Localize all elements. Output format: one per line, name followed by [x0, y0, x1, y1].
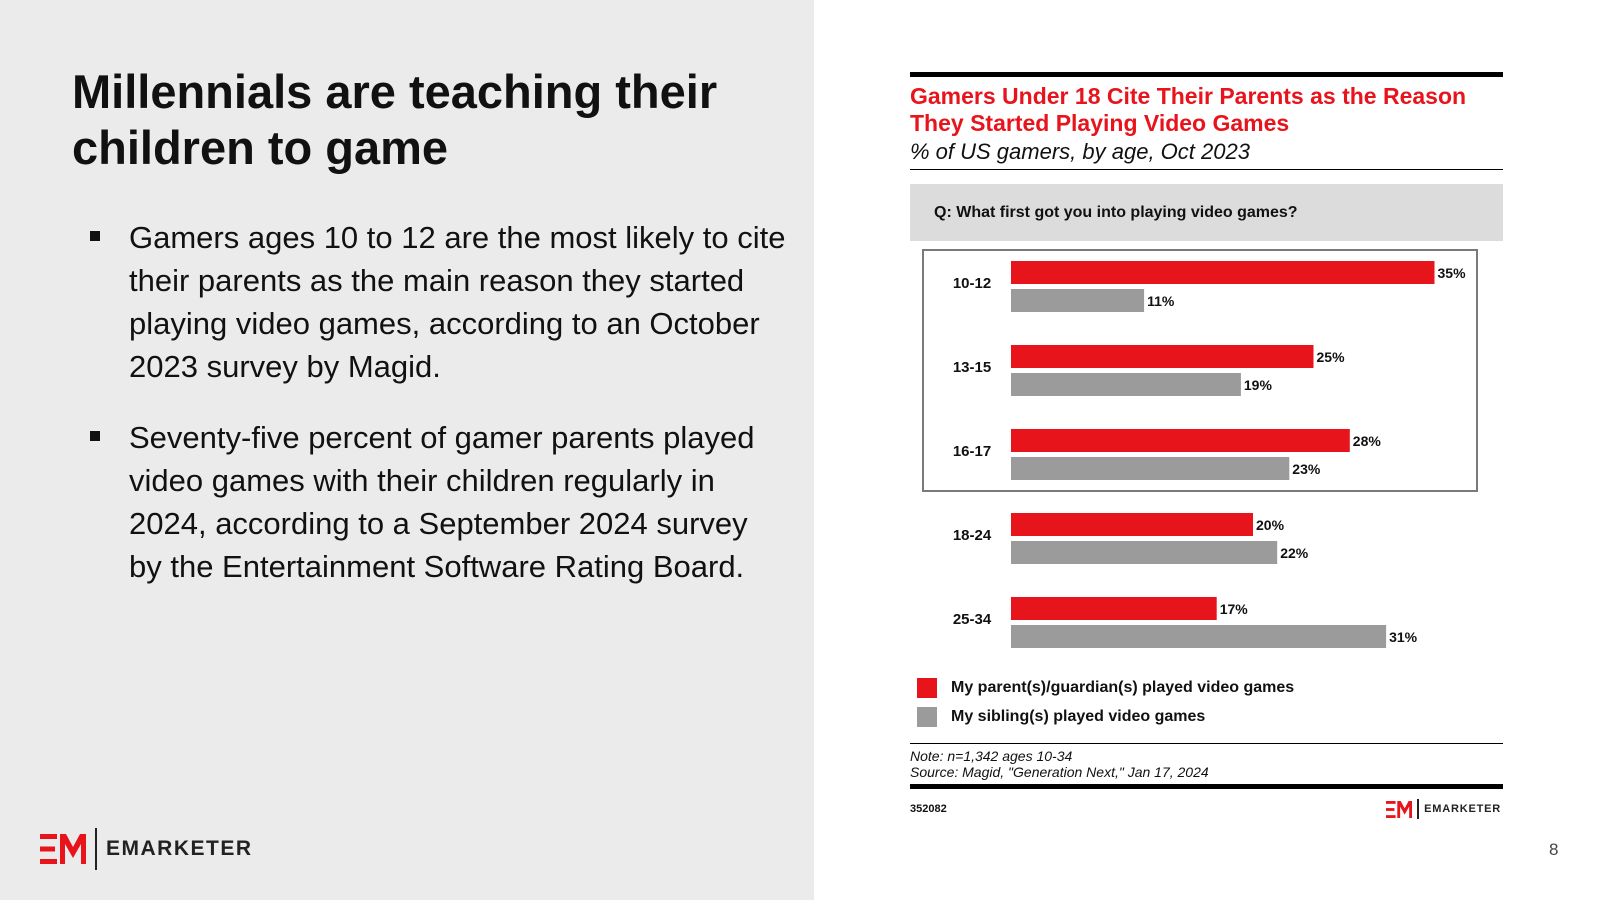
chart-id: 352082 [910, 803, 947, 815]
bar-value-label: 35% [1438, 265, 1467, 281]
bullet-marker [90, 431, 100, 441]
legend-label-parents: My parent(s)/guardian(s) played video ga… [951, 678, 1295, 696]
bar-value-label: 22% [1280, 545, 1309, 561]
bar-siblings [1011, 373, 1241, 396]
bullet-item: Seventy-five percent of gamer parents pl… [88, 416, 788, 588]
bar-siblings [1011, 289, 1145, 312]
bar-value-label: 11% [1147, 293, 1175, 309]
bar-value-label: 20% [1256, 517, 1285, 533]
bar-plot-area: 10-12 35% 11% 13-15 25% 19% 16-17 28% 23% 18-24 20… [910, 241, 1503, 673]
em-logo-mark-icon [1386, 800, 1413, 818]
em-logo-mark-icon [40, 834, 86, 864]
emarketer-logo-small: EMARKETER [1386, 799, 1501, 819]
bar-chart-svg: 10-12 35% 11% 13-15 25% 19% 16-17 28% 23% 18-24 20… [922, 249, 1478, 648]
chart-top-rule [910, 72, 1503, 77]
legend-item-parents: My parent(s)/guardian(s) played video ga… [910, 673, 1503, 702]
chart-legend: My parent(s)/guardian(s) played video ga… [910, 673, 1503, 731]
bar-value-label: 31% [1389, 629, 1418, 645]
bar-value-label: 25% [1317, 349, 1346, 365]
bar-parents [1011, 345, 1314, 368]
legend-swatch-siblings [917, 706, 937, 727]
logo-wordmark: EMARKETER [106, 837, 253, 860]
bullet-text: Seventy-five percent of gamer parents pl… [129, 420, 755, 584]
chart-header-rule [910, 169, 1503, 170]
category-label: 10-12 [953, 275, 991, 292]
bar-siblings [1011, 457, 1290, 480]
logo-divider [95, 828, 97, 870]
logo-wordmark: EMARKETER [1424, 803, 1501, 815]
bar-parents [1011, 597, 1217, 620]
bar-siblings [1011, 541, 1278, 564]
chart-footer: 352082 EMARKETER [910, 789, 1503, 819]
left-panel: Millennials are teaching their children … [0, 0, 814, 900]
bullet-text: Gamers ages 10 to 12 are the most likely… [129, 220, 786, 384]
page-number: 8 [1549, 840, 1559, 859]
legend-swatch-parents [917, 677, 937, 698]
survey-question: Q: What first got you into playing video… [910, 184, 1503, 241]
logo-divider [1417, 799, 1420, 819]
legend-label-siblings: My sibling(s) played video games [951, 707, 1206, 725]
legend-item-siblings: My sibling(s) played video games [910, 702, 1503, 731]
chart-source: Source: Magid, "Generation Next," Jan 17… [910, 764, 1209, 780]
category-label: 18-24 [953, 527, 992, 544]
bar-parents [1011, 513, 1253, 536]
chart-panel: Gamers Under 18 Cite Their Parents as th… [910, 72, 1503, 819]
chart-bottom-rule [910, 784, 1503, 789]
highlight-box [922, 249, 1478, 492]
category-label: 13-15 [953, 359, 991, 376]
chart-footer-rule [910, 743, 1503, 744]
bar-value-label: 28% [1353, 433, 1382, 449]
bar-value-label: 23% [1292, 461, 1321, 477]
bullet-item: Gamers ages 10 to 12 are the most likely… [88, 216, 788, 388]
bar-parents [1011, 261, 1435, 284]
slide-title: Millennials are teaching their children … [72, 65, 718, 174]
bullet-list: Gamers ages 10 to 12 are the most likely… [88, 216, 788, 616]
bar-siblings [1011, 625, 1387, 648]
bar-value-label: 17% [1220, 601, 1249, 617]
bar-parents [1011, 429, 1350, 452]
chart-subtitle: % of US gamers, by age, Oct 2023 [910, 139, 1250, 164]
chart-note: Note: n=1,342 ages 10-34 [910, 748, 1073, 764]
emarketer-logo: EMARKETER [40, 828, 253, 870]
bar-value-label: 19% [1244, 377, 1273, 393]
chart-title: Gamers Under 18 Cite Their Parents as th… [910, 83, 1467, 136]
category-label: 25-34 [953, 611, 992, 628]
bullet-marker [90, 231, 100, 241]
category-label: 16-17 [953, 443, 991, 460]
